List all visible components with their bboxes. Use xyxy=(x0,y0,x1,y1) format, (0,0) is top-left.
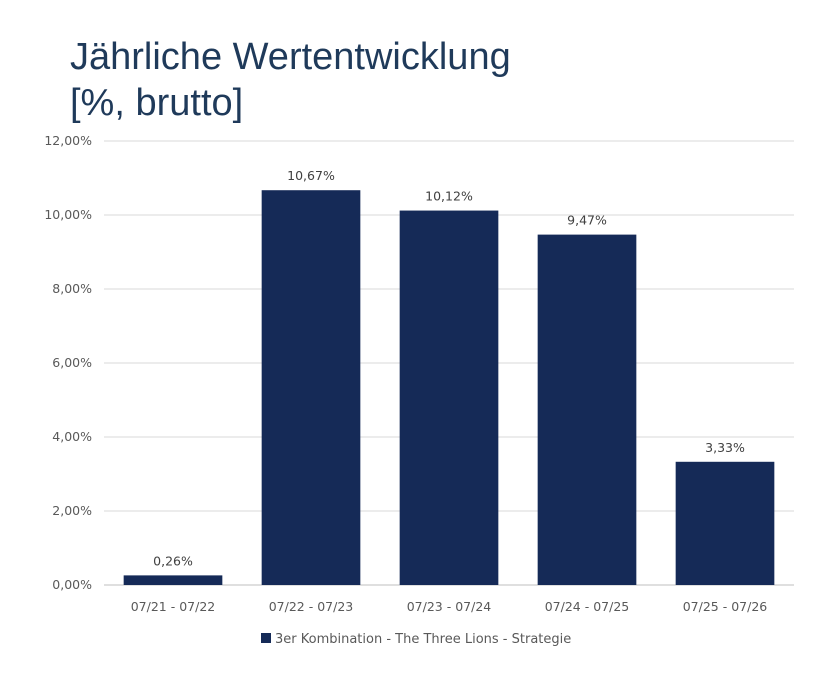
legend-swatch xyxy=(261,633,271,643)
bar xyxy=(399,210,499,585)
data-label: 10,67% xyxy=(287,168,335,183)
x-tick-label: 07/23 - 07/24 xyxy=(407,599,492,614)
bar xyxy=(123,575,223,585)
data-label: 0,26% xyxy=(153,553,193,568)
y-tick-label: 2,00% xyxy=(52,503,92,518)
y-tick-label: 12,00% xyxy=(44,133,92,148)
chart-title-line-2: [%, brutto] xyxy=(70,82,244,124)
x-tick-label: 07/22 - 07/23 xyxy=(269,599,354,614)
chart-title: Jährliche Wertentwicklung [%, brutto] xyxy=(70,34,511,126)
bar xyxy=(261,190,361,585)
x-tick-label: 07/21 - 07/22 xyxy=(131,599,216,614)
y-tick-label: 4,00% xyxy=(52,429,92,444)
y-tick-label: 10,00% xyxy=(44,207,92,222)
x-tick-label: 07/24 - 07/25 xyxy=(545,599,630,614)
y-tick-label: 8,00% xyxy=(52,281,92,296)
bar xyxy=(537,234,637,586)
y-tick-label: 0,00% xyxy=(52,577,92,592)
data-label: 10,12% xyxy=(425,189,473,204)
chart-title-line-1: Jährliche Wertentwicklung xyxy=(70,36,511,78)
y-tick-label: 6,00% xyxy=(52,355,92,370)
legend-label: 3er Kombination - The Three Lions - Stra… xyxy=(275,632,571,647)
data-label: 3,33% xyxy=(705,440,745,455)
bar xyxy=(675,461,775,585)
x-tick-label: 07/25 - 07/26 xyxy=(683,599,768,614)
data-label: 9,47% xyxy=(567,213,607,228)
